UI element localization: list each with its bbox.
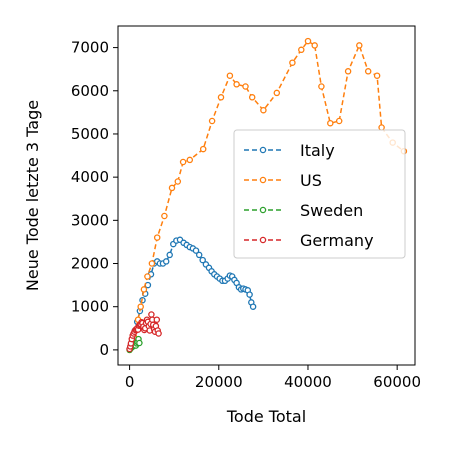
data-point [162, 258, 170, 265]
data-point [136, 339, 143, 347]
legend-label: Sweden [300, 201, 363, 220]
x-tick-label: 0 [125, 373, 135, 391]
data-point [246, 291, 253, 298]
data-point [137, 303, 144, 310]
legend-box [233, 129, 406, 259]
legend-label: Germany [300, 231, 374, 250]
data-point [233, 81, 240, 88]
data-point [153, 234, 161, 241]
data-point [174, 178, 182, 185]
axes-layer: 0 20000 40000 60000 0 1000 2000 3000 4000 5000 600… [71, 25, 421, 391]
data-point [226, 72, 234, 79]
data-point [153, 316, 161, 323]
legend-marker [259, 236, 267, 244]
data-point [166, 251, 173, 259]
plot-frame [117, 25, 416, 366]
data-point [260, 106, 267, 114]
legend-label: Italy [300, 141, 335, 160]
y-tick-label: 5000 [71, 125, 109, 143]
data-point [364, 68, 372, 75]
data-point [179, 158, 187, 166]
legend-item-germany: Germany [244, 231, 374, 250]
legend-item-sweden: Sweden [244, 201, 363, 220]
y-tick-label: 2000 [71, 255, 109, 273]
y-axis-label: Neue Tode letzte 3 Tage [23, 100, 42, 291]
data-point [373, 72, 381, 79]
y-tick-label: 6000 [71, 82, 109, 100]
y-tick-label: 7000 [71, 39, 109, 57]
data-point [148, 260, 156, 267]
data-point [298, 46, 305, 54]
data-point [273, 89, 281, 97]
data-point [144, 273, 151, 280]
legend-marker [259, 206, 267, 214]
series-germany [126, 311, 162, 353]
data-point [289, 59, 296, 66]
data-point [318, 83, 325, 90]
y-tick-label: 4000 [71, 168, 109, 186]
legend-marker [259, 146, 267, 154]
data-point [199, 256, 206, 264]
y-tick-label: 3000 [71, 211, 109, 229]
data-point [304, 37, 312, 45]
data-point [155, 330, 162, 337]
data-point [217, 94, 225, 101]
x-tick-label: 40000 [284, 373, 332, 391]
legend-label: US [300, 171, 322, 190]
data-point [161, 212, 168, 220]
data-point [148, 311, 155, 318]
data-point [378, 124, 385, 131]
x-axis-label: Tode Total [226, 407, 306, 426]
x-tick-label: 20000 [195, 373, 243, 391]
data-point [248, 94, 256, 101]
data-point [208, 117, 216, 125]
data-point [195, 251, 203, 259]
plot-layer [126, 37, 408, 354]
legend-item-us: US [244, 171, 322, 190]
data-point [311, 42, 318, 49]
legend-marker [259, 176, 267, 184]
data-point [168, 184, 176, 192]
legend-item-italy: Italy [244, 141, 335, 160]
data-point [199, 145, 207, 153]
data-point [335, 117, 343, 125]
data-point [140, 286, 148, 293]
y-tick-label: 0 [99, 341, 109, 359]
legend: Italy US Sweden Germany [233, 129, 406, 259]
data-point [327, 119, 334, 127]
data-point [186, 156, 194, 164]
x-tick-label: 60000 [373, 373, 421, 391]
data-point [192, 247, 200, 254]
data-point [249, 303, 257, 310]
y-tick-label: 1000 [71, 298, 109, 316]
data-point [242, 83, 249, 90]
series-line-us [128, 40, 405, 351]
data-point [344, 68, 352, 75]
data-point [356, 42, 363, 49]
